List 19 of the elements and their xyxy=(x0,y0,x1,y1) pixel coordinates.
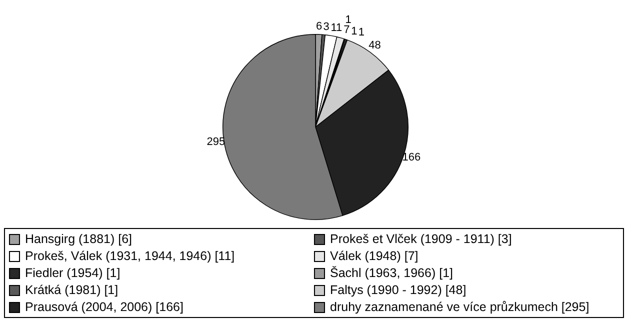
legend-label: Fiedler (1954) [1] xyxy=(25,266,120,280)
legend-label: Hansgirg (1881) [6] xyxy=(25,232,132,246)
legend-label: Faltys (1990 - 1992) [48] xyxy=(330,283,466,297)
data-label: 166 xyxy=(402,151,421,164)
data-label: 48 xyxy=(368,40,381,52)
data-label: 6 xyxy=(316,20,322,32)
legend-label: Válek (1948) [7] xyxy=(330,249,418,263)
data-label: 1 xyxy=(345,14,352,26)
data-label: 3 xyxy=(323,20,330,33)
legend-label: Prokeš, Válek (1931, 1944, 1946) [11] xyxy=(25,249,235,263)
legend-label: Krátká (1981) [1] xyxy=(25,283,118,297)
legend-label: Prausová (2004, 2006) [166] xyxy=(25,300,184,314)
legend-label: druhy zaznamenané ve více průzkumech [295] xyxy=(330,300,590,314)
data-label: 7 xyxy=(344,24,350,36)
data-label: 11 xyxy=(330,22,342,34)
data-label: 1 xyxy=(351,26,358,38)
legend-label: Šachl (1963, 1966) [1] xyxy=(330,266,453,280)
legend-label: Prokeš et Vlček (1909 - 1911) [3] xyxy=(330,232,512,246)
data-label: 1 xyxy=(358,26,364,38)
